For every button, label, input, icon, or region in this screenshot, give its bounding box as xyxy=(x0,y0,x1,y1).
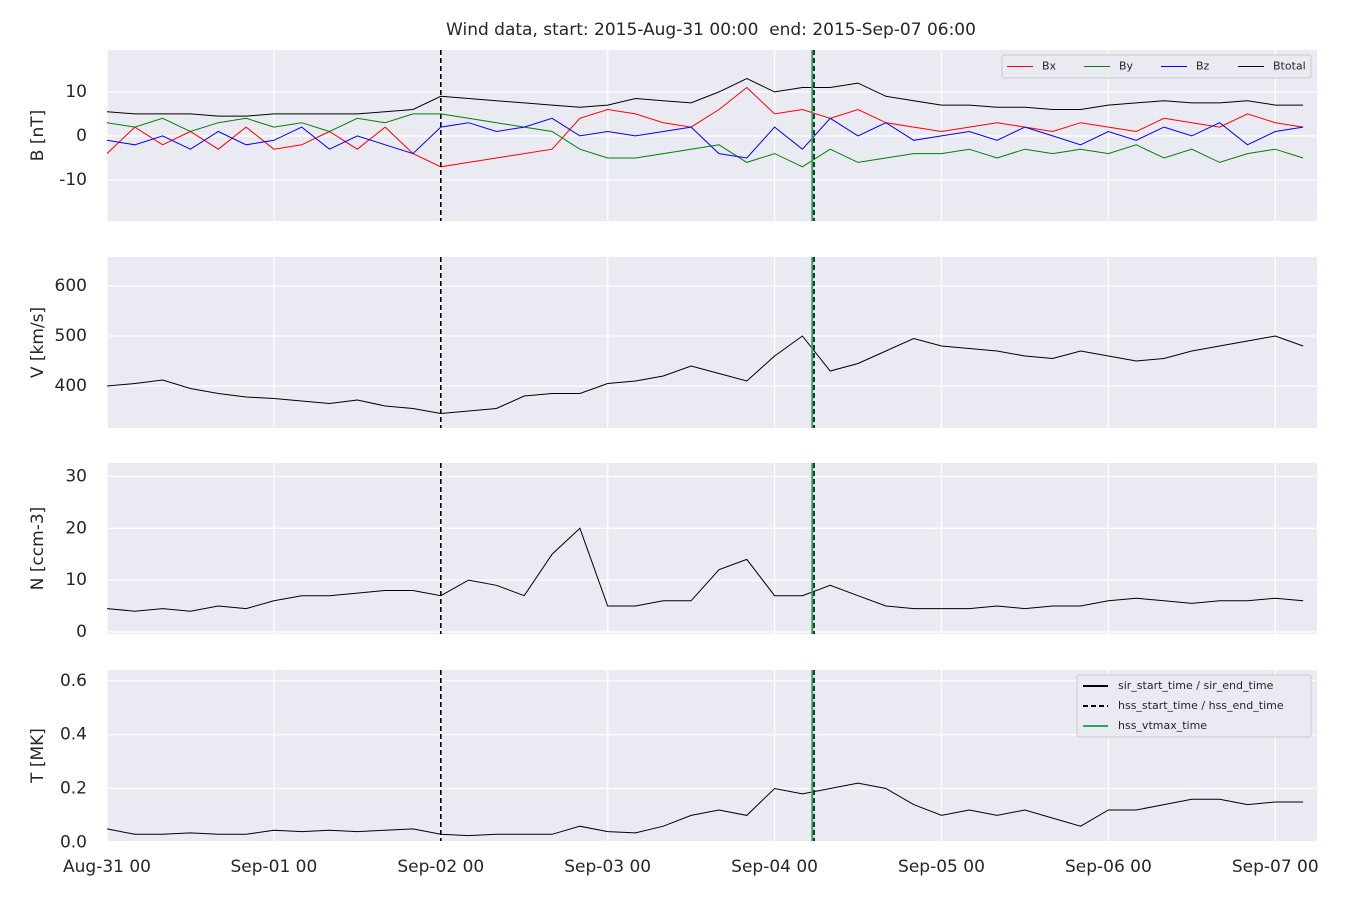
legend-label: Bz xyxy=(1196,60,1210,73)
y-tick-label: 10 xyxy=(65,570,87,590)
legend-label: sir_start_time / sir_end_time xyxy=(1118,679,1274,692)
y-axis-label: T [MK] xyxy=(28,728,48,784)
x-tick-label: Aug-31 00 xyxy=(63,857,151,877)
x-tick-label: Sep-03 00 xyxy=(564,857,651,877)
y-tick-label: 0 xyxy=(76,126,87,146)
legend-label: By xyxy=(1119,60,1134,73)
y-tick-label: 0.6 xyxy=(60,671,87,691)
legend-box xyxy=(1076,674,1312,738)
x-tick-label: Sep-05 00 xyxy=(898,857,985,877)
legend-label: hss_start_time / hss_end_time xyxy=(1118,699,1284,712)
y-tick-label: 0.2 xyxy=(60,778,87,798)
y-tick-label: 600 xyxy=(55,276,87,296)
data-line xyxy=(107,117,1304,159)
data-line xyxy=(107,113,1304,168)
legend-box xyxy=(1001,54,1312,79)
y-tick-label: 30 xyxy=(65,466,87,486)
y-tick-label: 0 xyxy=(76,622,87,642)
data-line xyxy=(107,527,1304,612)
data-line xyxy=(107,78,1304,117)
y-axis-label: N [ccm-3] xyxy=(28,507,48,591)
y-tick-label: 0.4 xyxy=(60,725,87,745)
y-tick-label: 0.0 xyxy=(60,832,87,852)
y-tick-label: 20 xyxy=(65,518,87,538)
y-tick-label: 500 xyxy=(55,326,87,346)
data-line xyxy=(107,335,1304,415)
legend-label: Bx xyxy=(1042,60,1057,73)
plot-area xyxy=(107,463,1317,634)
y-tick-label: -10 xyxy=(59,170,87,190)
x-tick-label: Sep-01 00 xyxy=(230,857,317,877)
x-tick-label: Sep-07 00 xyxy=(1232,857,1319,877)
x-tick-label: Sep-06 00 xyxy=(1065,857,1152,877)
data-line xyxy=(107,86,1304,168)
legend-label: hss_vtmax_time xyxy=(1118,719,1207,732)
y-tick-label: 400 xyxy=(55,376,87,396)
chart-title: Wind data, start: 2015-Aug-31 00:00 end:… xyxy=(446,20,976,40)
y-axis-label: B [nT] xyxy=(28,110,48,162)
y-tick-label: 10 xyxy=(65,82,87,102)
x-tick-label: Sep-02 00 xyxy=(397,857,484,877)
plot-area xyxy=(107,257,1317,428)
y-axis-label: V [km/s] xyxy=(28,307,48,378)
legend-label: Btotal xyxy=(1273,60,1306,73)
x-tick-label: Sep-04 00 xyxy=(731,857,818,877)
data-line xyxy=(107,782,1304,837)
